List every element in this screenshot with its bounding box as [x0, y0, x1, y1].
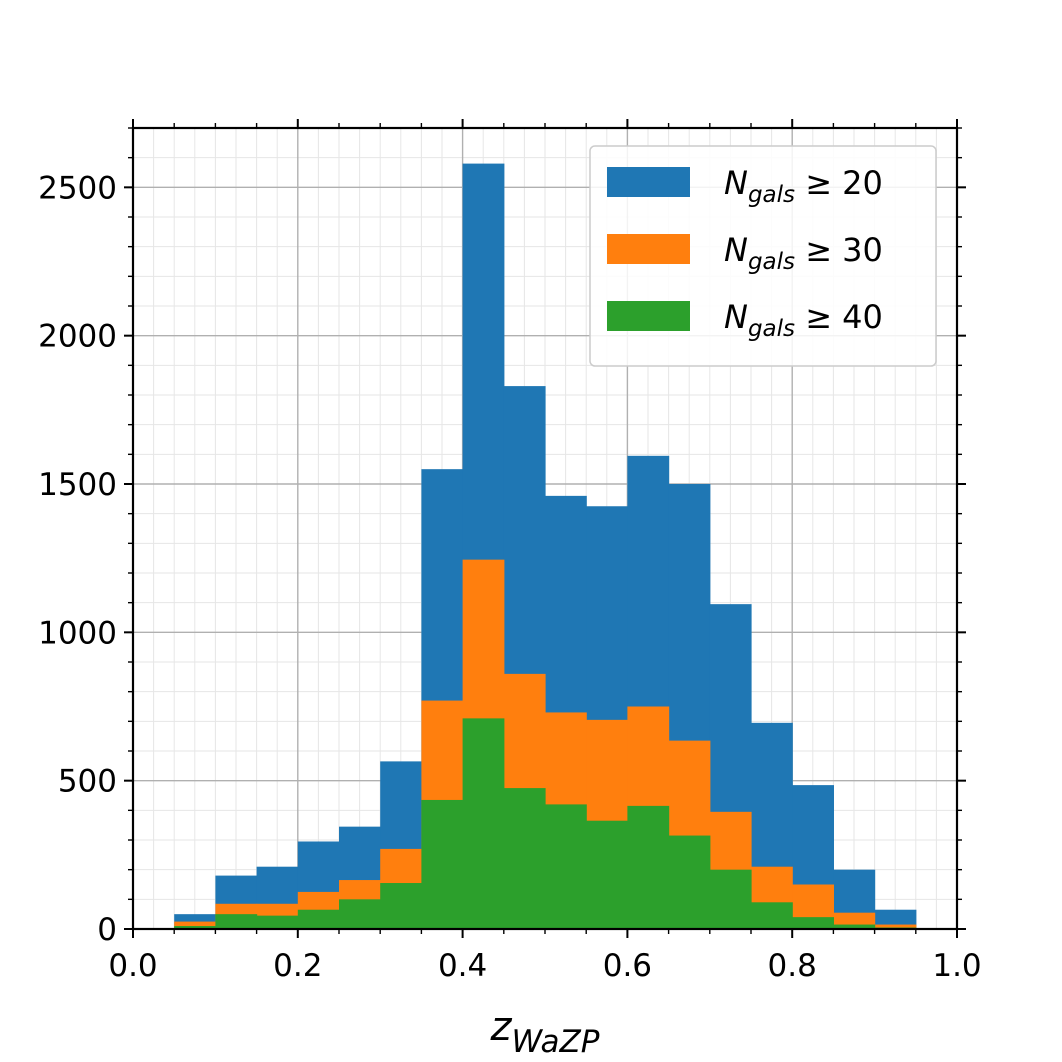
bar — [380, 883, 422, 929]
bar — [545, 804, 587, 929]
bar — [751, 902, 793, 929]
bar — [174, 921, 216, 929]
y-tick-label: 1500 — [38, 467, 117, 503]
x-tick-label: 0.4 — [438, 948, 487, 984]
bar — [709, 869, 752, 929]
bar — [874, 924, 917, 929]
x-tick-label: 0.6 — [603, 948, 652, 984]
x-tick-label: 1.0 — [932, 948, 981, 984]
bar — [421, 799, 464, 929]
x-tick-label: 0.8 — [768, 948, 817, 984]
bar — [174, 926, 216, 929]
bar — [503, 788, 546, 929]
legend-label-main: N — [724, 298, 748, 336]
legend-label-main: N — [724, 231, 748, 269]
legend-label-rest: ≥ 20 — [795, 164, 883, 202]
bar — [339, 899, 381, 929]
legend-label-subscript: gals — [748, 316, 795, 342]
x-tick-label: 0.0 — [108, 948, 157, 984]
legend-label: Ngals ≥ 20 — [724, 164, 883, 208]
y-tick-label: 0 — [97, 912, 117, 948]
bar — [256, 915, 299, 929]
x-axis-label-main: z — [490, 1004, 513, 1050]
legend-swatch — [607, 234, 690, 264]
bar — [215, 914, 258, 929]
legend-label: Ngals ≥ 40 — [724, 298, 883, 342]
bar — [586, 820, 628, 929]
legend-label-subscript: gals — [748, 249, 795, 275]
legend-swatch — [607, 167, 690, 197]
legend-label-rest: ≥ 30 — [795, 231, 883, 269]
legend-label: Ngals ≥ 30 — [724, 231, 883, 275]
axis-ticks — [124, 119, 966, 938]
bar — [874, 909, 917, 929]
bar — [833, 924, 876, 929]
x-axis-label-subscript: WaZP — [512, 1024, 600, 1060]
y-tick-label: 2000 — [38, 319, 117, 355]
x-axis-label: zWaZP — [490, 1004, 600, 1060]
histogram-bars — [174, 163, 917, 930]
bar — [627, 805, 670, 929]
bar — [668, 835, 711, 929]
bar — [297, 909, 340, 929]
x-tick-label: 0.2 — [273, 948, 322, 984]
bar — [462, 718, 505, 929]
legend-label-subscript: gals — [748, 182, 795, 208]
axis-tick-labels: 0.0 0.2 0.4 0.6 0.8 1.0 0 500 1000 1500 2000 2500 — [38, 170, 982, 984]
legend-swatch — [607, 301, 690, 331]
legend-label-main: N — [724, 164, 748, 202]
bar — [792, 917, 834, 929]
y-tick-label: 500 — [58, 764, 117, 800]
y-tick-label: 1000 — [38, 615, 117, 651]
y-tick-label: 2500 — [38, 170, 117, 206]
legend-label-rest: ≥ 40 — [795, 298, 883, 336]
